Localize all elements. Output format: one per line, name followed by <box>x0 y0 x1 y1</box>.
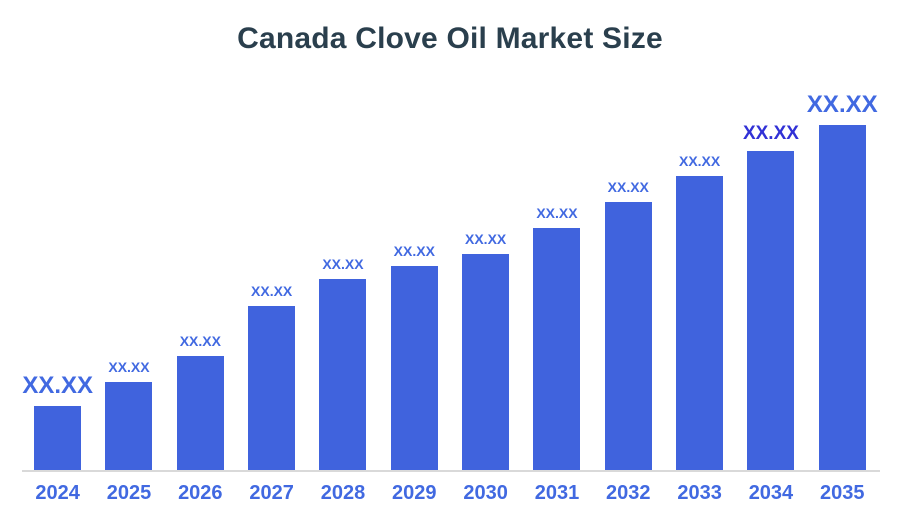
bar-value-label-2035: XX.XX <box>806 91 878 118</box>
bar-column-2032: XX.XX <box>593 179 664 470</box>
chart-title: Canada Clove Oil Market Size <box>237 22 663 55</box>
bar-2025 <box>105 382 153 470</box>
bar-column-2028: XX.XX <box>307 256 378 470</box>
bar-2035 <box>818 125 866 470</box>
x-tick-2026: 2026 <box>178 482 223 504</box>
bar-2031 <box>533 228 581 470</box>
bar-value-label-2032: XX.XX <box>607 179 649 195</box>
x-tick-2027: 2027 <box>249 482 294 504</box>
x-tick-2032: 2032 <box>606 482 651 504</box>
x-tick-2033: 2033 <box>677 482 722 504</box>
bar-value-label-2024: XX.XX <box>22 372 94 399</box>
bar-column-2035: XX.XX <box>807 92 878 470</box>
bar-column-2031: XX.XX <box>521 205 592 470</box>
x-tick-2035: 2035 <box>820 482 865 504</box>
bar-value-label-2028: XX.XX <box>322 256 364 272</box>
x-tick-2029: 2029 <box>392 482 437 504</box>
bar-column-2030: XX.XX <box>450 231 521 470</box>
bar-value-label-2025: XX.XX <box>108 359 150 375</box>
bar-2033 <box>676 176 724 470</box>
bar-column-2024: XX.XX <box>22 373 93 470</box>
bar-column-2027: XX.XX <box>236 283 307 470</box>
bar-2024 <box>34 406 82 470</box>
bar-value-label-2030: XX.XX <box>465 231 507 247</box>
x-tick-2034: 2034 <box>748 482 794 504</box>
bar-column-2026: XX.XX <box>165 333 236 470</box>
plot-area: XX.XX XX.XX XX.XX XX.XX XX.XX XX.XX XX.XX XX.XX… <box>22 79 878 470</box>
bar-value-label-2026: XX.XX <box>179 333 221 349</box>
x-tick-2024: 2024 <box>35 482 80 504</box>
bar-value-label-2029: XX.XX <box>393 243 435 259</box>
bar-value-label-2033: XX.XX <box>678 153 721 169</box>
bar-value-label-2034: XX.XX <box>742 123 799 144</box>
bar-2028 <box>319 279 367 470</box>
bar-value-label-2027: XX.XX <box>251 283 293 299</box>
x-tick-2030: 2030 <box>463 482 508 504</box>
bar-2026 <box>176 356 224 470</box>
bar-column-2025: XX.XX <box>93 359 164 470</box>
bar-column-2034: XX.XX <box>735 123 806 470</box>
bar-2032 <box>604 202 652 470</box>
x-axis-labels: 2024 2025 2026 2027 2028 2029 2030 2031 2032 2033… <box>22 482 878 505</box>
bar-2034 <box>747 151 795 470</box>
bar-column-2029: XX.XX <box>379 243 450 470</box>
x-axis-line <box>22 470 880 472</box>
bar-2029 <box>390 266 438 470</box>
x-tick-2031: 2031 <box>534 482 580 504</box>
x-tick-2028: 2028 <box>320 482 366 504</box>
bar-column-2033: XX.XX <box>664 153 735 470</box>
x-tick-2025: 2025 <box>106 482 152 504</box>
bar-value-label-2031: XX.XX <box>536 205 578 221</box>
bar-2030 <box>462 254 510 470</box>
bar-2027 <box>248 306 296 470</box>
